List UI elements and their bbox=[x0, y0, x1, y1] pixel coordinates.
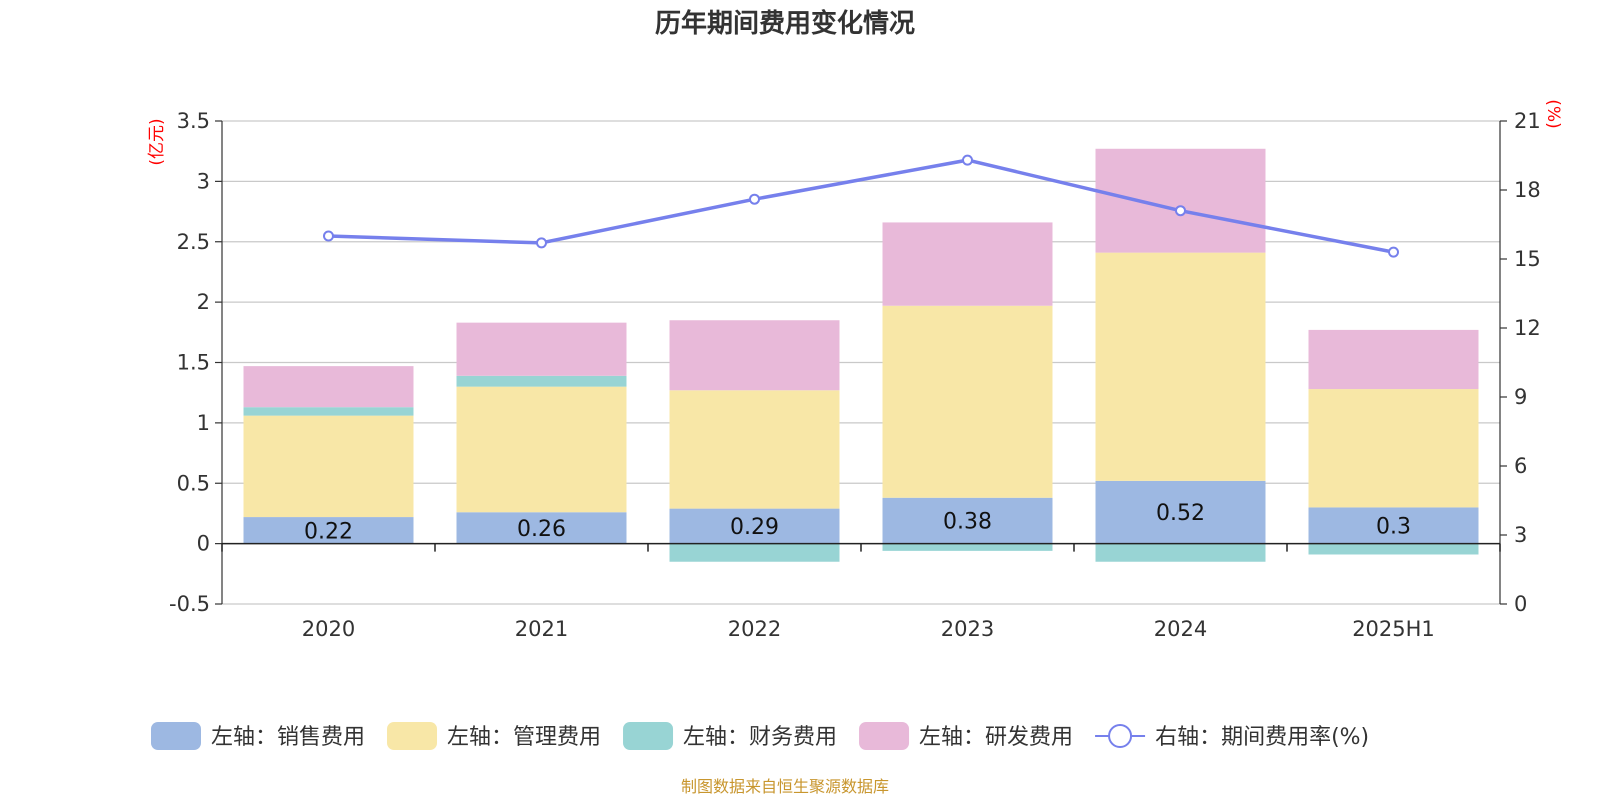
left-axis-unit: (亿元) bbox=[147, 118, 167, 165]
right-tick-label: 0 bbox=[1514, 592, 1527, 616]
bar-2-2025H1 bbox=[1308, 543, 1479, 555]
legend-label: 左轴：管理费用 bbox=[447, 725, 601, 750]
bar-1-2022 bbox=[669, 390, 840, 509]
left-tick-label: 0.5 bbox=[177, 471, 210, 495]
legend-swatch-1 bbox=[387, 722, 438, 750]
category-label: 2021 bbox=[515, 617, 568, 641]
category-label: 2020 bbox=[302, 617, 355, 641]
data-labels: 0.22 0.26 0.29 0.38 0.52 0.3 bbox=[304, 501, 1411, 544]
bar-1-2024 bbox=[1095, 252, 1266, 481]
bars bbox=[243, 148, 1479, 562]
chart-title: 历年期间费用变化情况 bbox=[655, 8, 915, 39]
bar-1-2020 bbox=[243, 415, 414, 518]
bar-2-2024 bbox=[1095, 543, 1266, 562]
legend-label: 左轴：销售费用 bbox=[211, 725, 365, 750]
left-tick-label: 1 bbox=[197, 411, 210, 435]
data-label: 0.38 bbox=[943, 510, 992, 535]
right-tick-label: 9 bbox=[1514, 385, 1527, 409]
right-axis-unit: (%) bbox=[1543, 99, 1563, 128]
expense-rate-line bbox=[323, 154, 1399, 258]
right-tick-label: 12 bbox=[1514, 316, 1541, 340]
data-label: 0.3 bbox=[1376, 515, 1411, 540]
bar-3-2025H1 bbox=[1308, 329, 1479, 390]
right-tick-label: 15 bbox=[1514, 247, 1541, 271]
bar-0-2021 bbox=[456, 512, 627, 544]
grid-lines bbox=[222, 120, 1500, 605]
right-tick-label: 6 bbox=[1514, 454, 1527, 478]
bar-2-2022 bbox=[669, 543, 840, 562]
category-label: 2022 bbox=[728, 617, 781, 641]
bar-0-2022 bbox=[669, 508, 840, 544]
rate-point-2020 bbox=[323, 230, 334, 242]
rate-point-2023 bbox=[962, 154, 973, 166]
legend-swatch-0 bbox=[151, 722, 201, 750]
left-tick-label: 2.5 bbox=[177, 230, 210, 254]
data-label: 0.26 bbox=[517, 517, 566, 542]
bar-3-2021 bbox=[456, 322, 627, 376]
bar-3-2022 bbox=[669, 320, 840, 391]
data-label: 0.29 bbox=[730, 515, 779, 540]
legend-swatch-marker bbox=[1108, 724, 1133, 748]
bar-1-2023 bbox=[882, 305, 1053, 498]
bar-0-2020 bbox=[243, 517, 414, 544]
left-tick-label: 3.5 bbox=[177, 109, 210, 133]
legend-label: 右轴：期间费用率(%) bbox=[1155, 725, 1369, 750]
bar-3-2024 bbox=[1095, 148, 1266, 253]
bar-1-2021 bbox=[456, 386, 627, 513]
bar-0-2023 bbox=[882, 497, 1053, 544]
right-tick-label: 18 bbox=[1514, 178, 1541, 202]
rate-point-2024 bbox=[1175, 205, 1186, 217]
left-tick-label: 1.5 bbox=[177, 351, 210, 375]
bar-0-2024 bbox=[1095, 480, 1266, 544]
left-tick-label: 3 bbox=[197, 169, 210, 193]
left-tick-label: 2 bbox=[197, 290, 210, 314]
legend-swatch-3 bbox=[859, 722, 910, 750]
bar-2-2023 bbox=[882, 543, 1053, 551]
category-label: 2024 bbox=[1154, 617, 1207, 641]
bar-3-2020 bbox=[243, 366, 414, 408]
data-label: 0.52 bbox=[1156, 501, 1205, 526]
bar-1-2025H1 bbox=[1308, 389, 1479, 508]
rate-point-2022 bbox=[749, 193, 760, 205]
right-tick-label: 3 bbox=[1514, 523, 1527, 547]
axes: -0.5 0 0.5 1 1.5 2 2.5 3 3.5 0 3 6 9 12 15 18 21 2020 2021… bbox=[169, 109, 1541, 641]
category-label: 2023 bbox=[941, 617, 994, 641]
legend-label: 左轴：财务费用 bbox=[683, 725, 837, 750]
source-note: 制图数据来自恒生聚源数据库 bbox=[681, 777, 889, 796]
bar-2-2021 bbox=[456, 375, 627, 387]
category-label: 2025H1 bbox=[1352, 617, 1435, 641]
bar-0-2025H1 bbox=[1308, 507, 1479, 544]
data-label: 0.22 bbox=[304, 519, 353, 544]
left-tick-label: 0 bbox=[197, 532, 210, 556]
left-tick-label: -0.5 bbox=[169, 592, 210, 616]
bar-2-2020 bbox=[243, 407, 414, 416]
legend-swatch-2 bbox=[623, 722, 674, 750]
rate-point-2021 bbox=[536, 237, 547, 249]
legend-label: 左轴：研发费用 bbox=[919, 725, 1073, 750]
right-tick-label: 21 bbox=[1514, 109, 1541, 133]
rate-point-2025H1 bbox=[1388, 246, 1399, 258]
legend: 左轴：销售费用 左轴：管理费用 左轴：财务费用 左轴：研发费用 右轴：期间费用率(%) bbox=[151, 722, 1369, 750]
rate-line-path bbox=[328, 158, 1394, 254]
bar-3-2023 bbox=[882, 222, 1053, 306]
